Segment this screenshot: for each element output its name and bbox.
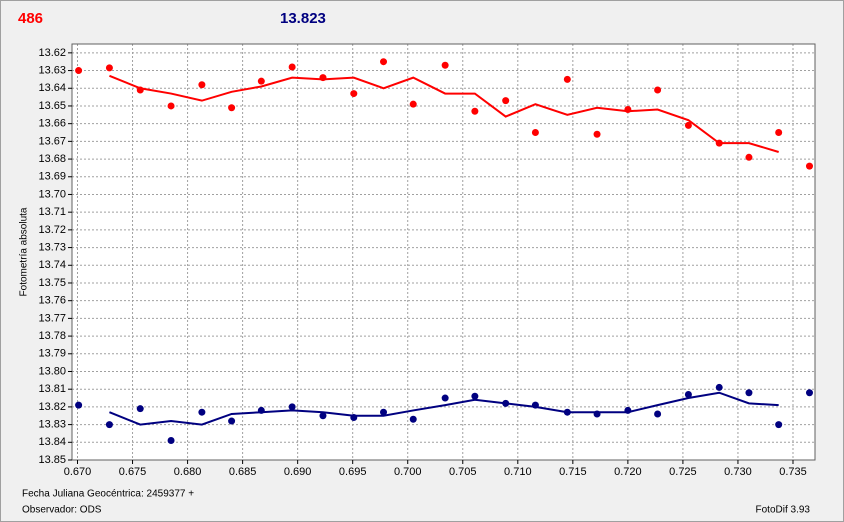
x-tick-label: 0.735 — [779, 466, 807, 478]
y-tick-label: 13.67 — [38, 135, 66, 147]
footer-date: Fecha Juliana Geocéntrica: 2459377 + — [22, 489, 194, 500]
y-tick-label: 13.79 — [38, 348, 66, 360]
x-tick-label: 0.705 — [449, 466, 477, 478]
y-tick-label: 13.74 — [38, 259, 66, 271]
y-tick-label: 13.71 — [38, 206, 66, 218]
y-tick-label: 13.80 — [38, 365, 66, 377]
y-tick-label: 13.77 — [38, 312, 66, 324]
data-point — [350, 90, 358, 98]
data-point — [531, 129, 539, 137]
data-point — [593, 130, 601, 138]
data-point — [684, 121, 692, 129]
data-point — [288, 403, 296, 411]
y-tick-label: 13.68 — [38, 153, 66, 165]
data-point — [745, 389, 753, 397]
data-point — [257, 77, 265, 85]
magnitude-label: 13.823 — [280, 10, 326, 27]
data-point — [654, 86, 662, 94]
y-tick-label: 13.76 — [38, 295, 66, 307]
y-tick-label: 13.62 — [38, 47, 66, 59]
plot-layer — [72, 44, 815, 461]
data-point — [409, 415, 417, 423]
data-point — [198, 408, 206, 416]
data-point — [805, 162, 813, 170]
trend-line — [109, 391, 779, 426]
y-axis-label: Fotometría absoluta — [19, 207, 30, 296]
x-tick-label: 0.715 — [559, 466, 587, 478]
count-label: 486 — [18, 10, 43, 27]
x-tick-label: 0.675 — [119, 466, 147, 478]
data-point — [228, 417, 236, 425]
data-point — [167, 437, 175, 445]
data-point — [75, 67, 83, 75]
plot-border — [71, 43, 816, 461]
data-point — [684, 391, 692, 399]
x-tick-label: 0.710 — [504, 466, 532, 478]
footer-observer: Observador: ODS — [22, 505, 102, 516]
y-tick-label: 13.65 — [38, 100, 66, 112]
data-point — [75, 401, 83, 409]
data-point — [228, 104, 236, 112]
y-tick-label: 13.84 — [38, 436, 66, 448]
data-point — [441, 394, 449, 402]
data-point — [380, 408, 388, 416]
y-tick-label: 13.83 — [38, 419, 66, 431]
data-point — [167, 102, 175, 110]
y-tick-label: 13.66 — [38, 118, 66, 130]
data-point — [805, 389, 813, 397]
plot-area — [72, 44, 815, 460]
y-tick-label: 13.73 — [38, 241, 66, 253]
x-tick-label: 0.680 — [174, 466, 202, 478]
x-tick-label: 0.700 — [394, 466, 422, 478]
x-tick-label: 0.690 — [284, 466, 312, 478]
y-tick-label: 13.70 — [38, 188, 66, 200]
data-point — [319, 412, 327, 420]
data-point — [563, 75, 571, 83]
data-point — [441, 61, 449, 69]
data-point — [105, 64, 113, 72]
data-point — [288, 63, 296, 71]
y-tick-label: 13.78 — [38, 330, 66, 342]
y-tick-label: 13.64 — [38, 82, 66, 94]
data-point — [409, 100, 417, 108]
y-tick-label: 13.69 — [38, 171, 66, 183]
x-tick-label: 0.730 — [724, 466, 752, 478]
footer-version: FotoDif 3.93 — [756, 505, 811, 516]
data-point — [471, 107, 479, 115]
data-point — [654, 410, 662, 418]
data-point — [775, 129, 783, 137]
y-tick-label: 13.82 — [38, 401, 66, 413]
data-point — [198, 81, 206, 89]
x-tick-label: 0.720 — [614, 466, 642, 478]
data-point — [502, 97, 510, 105]
y-tick-label: 13.81 — [38, 383, 66, 395]
data-point — [715, 383, 723, 391]
data-point — [471, 392, 479, 400]
x-tick-label: 0.695 — [339, 466, 367, 478]
x-tick-label: 0.685 — [229, 466, 257, 478]
data-point — [105, 421, 113, 429]
data-point — [745, 153, 753, 161]
data-point — [775, 421, 783, 429]
data-point — [380, 58, 388, 66]
trend-line — [109, 74, 779, 153]
data-point — [136, 405, 144, 413]
y-tick-label: 13.72 — [38, 224, 66, 236]
x-tick-label: 0.670 — [64, 466, 92, 478]
y-tick-label: 13.85 — [38, 454, 66, 466]
y-tick-label: 13.63 — [38, 64, 66, 76]
x-tick-label: 0.725 — [669, 466, 697, 478]
y-tick-label: 13.75 — [38, 277, 66, 289]
